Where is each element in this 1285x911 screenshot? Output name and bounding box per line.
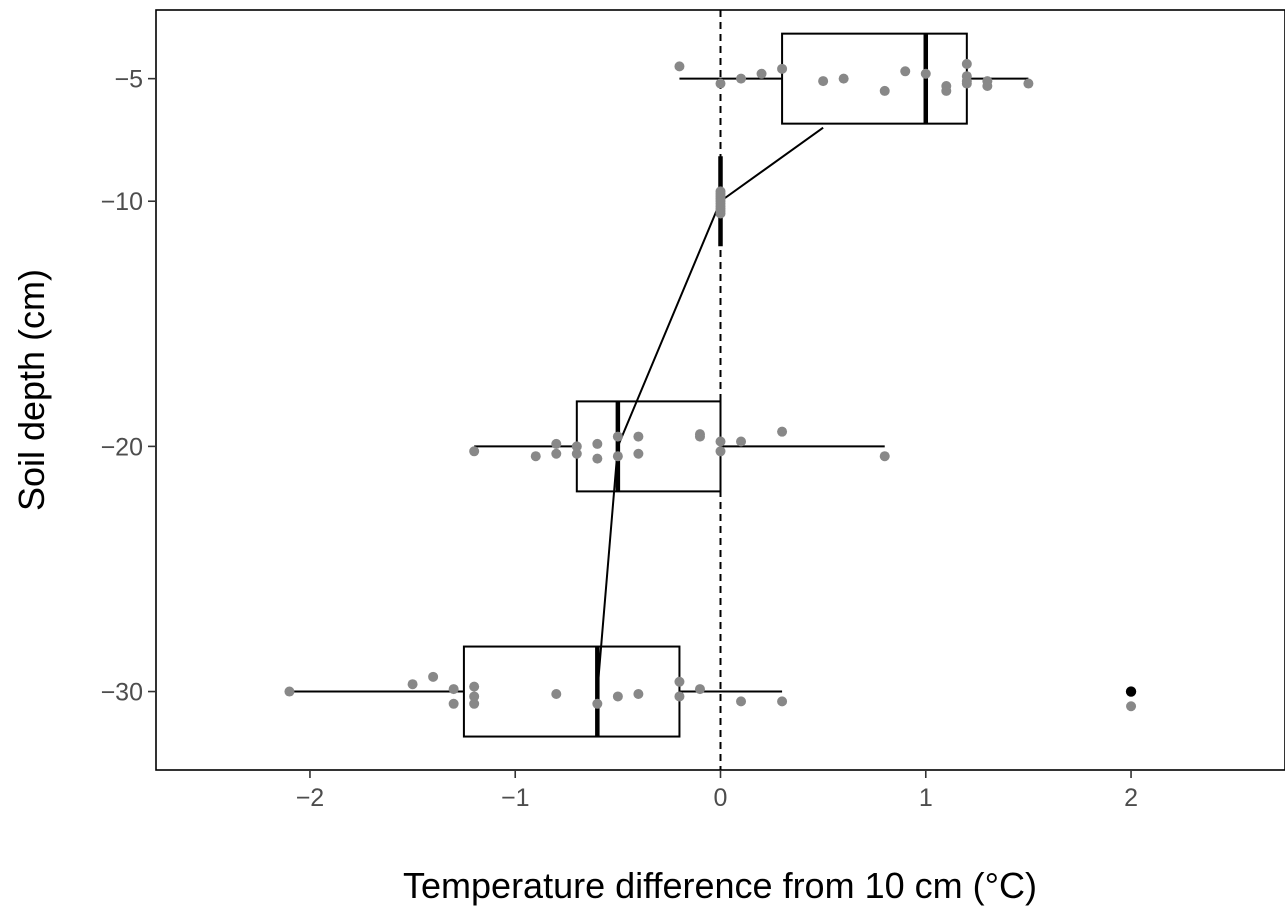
data-point [715,208,726,219]
data-point [961,58,972,69]
data-point [612,431,623,442]
data-point [879,85,890,96]
data-point [571,448,582,459]
data-point [428,671,439,682]
x-tick-label: −2 [296,784,325,812]
data-point [838,73,849,84]
data-point [469,691,480,702]
x-axis-title: Temperature difference from 10 cm (°C) [403,865,1037,906]
x-tick-label: 0 [714,784,728,812]
y-tick-label: −20 [101,433,143,461]
data-point [715,78,726,89]
data-point [633,431,644,442]
data-point [900,66,911,77]
data-point [551,448,562,459]
data-point [694,684,705,695]
data-point [407,679,418,690]
data-point [756,68,767,79]
y-tick-label: −10 [101,188,143,216]
data-point [571,441,582,452]
data-point [551,438,562,449]
data-point [777,696,788,707]
y-axis-title: Soil depth (cm) [11,269,52,511]
data-point [715,436,726,447]
outlier-point [1125,686,1137,697]
data-point [469,446,480,457]
data-point [448,698,459,709]
data-point [592,438,603,449]
axes: −2 −1 0 1 2−5−10−20−30 [101,66,1138,812]
trend-line [596,126,824,692]
x-tick-label: 2 [1124,784,1138,812]
data-point [736,696,747,707]
data-point [982,81,993,91]
data-point [694,431,705,442]
data-point [551,689,562,699]
data-point [818,76,829,87]
data-point [469,681,480,692]
data-point [530,451,541,462]
data-point [961,78,972,89]
data-point [1023,78,1034,89]
data-point [633,689,644,699]
data-point [674,61,685,72]
data-point [879,451,890,462]
data-point [1126,701,1137,712]
data-point [469,698,480,709]
box [462,645,681,738]
data-point [612,451,623,462]
x-tick-label: 1 [919,784,933,812]
data-point [284,686,295,697]
y-tick-label: −30 [101,679,143,707]
box [781,32,968,125]
data-point [736,73,747,84]
data-point [777,426,788,437]
data-point [920,68,931,79]
x-tick-label: −1 [501,784,530,812]
data-point [448,684,459,695]
plot-area [155,9,1285,771]
data-point [715,446,726,457]
data-point [592,453,603,464]
data-point [777,63,788,74]
data-point [674,691,685,702]
y-tick-label: −5 [114,66,143,94]
data-point [592,698,603,709]
data-point [674,676,685,687]
data-point [612,691,623,702]
data-point [941,85,952,96]
data-point [736,436,747,447]
data-point [633,448,644,459]
